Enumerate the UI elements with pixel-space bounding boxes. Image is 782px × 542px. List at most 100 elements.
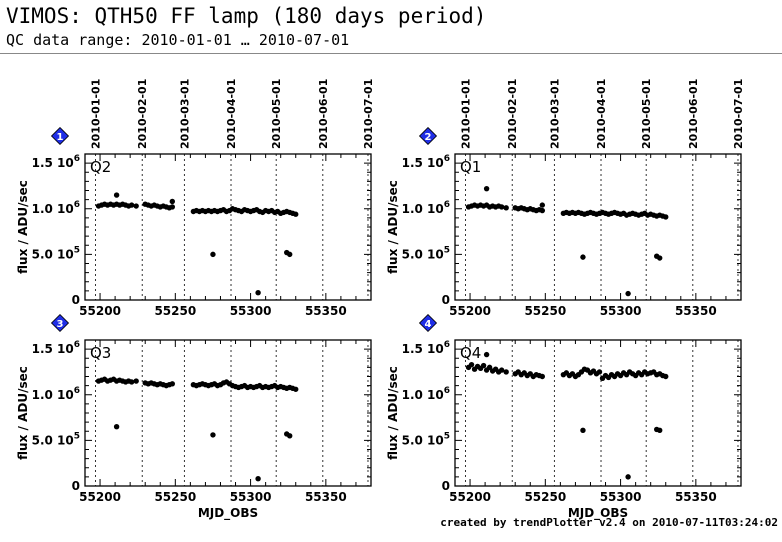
- panel-number-label: 3: [57, 319, 64, 330]
- y-tick-label: 1.5 106: [32, 154, 80, 170]
- y-tick-label: 0: [72, 479, 80, 493]
- y-tick-label: 1.0 106: [402, 386, 450, 402]
- x-tick-label: 55300: [600, 304, 642, 318]
- x-tick-label: 55200: [79, 304, 121, 318]
- data-point: [483, 351, 490, 358]
- y-tick-label: 1.5 106: [402, 340, 450, 356]
- data-point: [580, 254, 586, 260]
- plot-frame: [454, 153, 742, 301]
- data-point: [287, 433, 293, 439]
- panel-q3: 55200 55250 55300 55350 0 5.0 105 1.0 106 1.5 1…: [16, 313, 372, 521]
- y-axis-label: flux / ADU/sec: [16, 366, 30, 460]
- panel-label: Q4: [460, 344, 481, 362]
- date-tick-label: 2010-02-01: [136, 79, 149, 149]
- date-tick-label: 2010-05-01: [640, 79, 653, 149]
- data-point: [503, 205, 509, 211]
- data-point: [293, 386, 299, 392]
- x-tick-label: 55200: [449, 490, 491, 504]
- x-tick-label: 55350: [305, 304, 347, 318]
- y-tick-label: 0: [72, 293, 80, 307]
- panel-number-marker: [50, 126, 70, 146]
- data-point: [133, 378, 139, 384]
- panel-number-label: 1: [57, 132, 64, 143]
- x-tick-label: 55200: [79, 490, 121, 504]
- data-point: [133, 203, 139, 209]
- data-point: [480, 362, 487, 369]
- data-point: [113, 423, 120, 430]
- data-point: [169, 198, 176, 205]
- panel-number-marker: [418, 313, 438, 333]
- y-axis-label: flux / ADU/sec: [386, 180, 400, 274]
- panel-label: Q3: [90, 344, 111, 362]
- date-tick-label: 2010-06-01: [317, 79, 330, 149]
- y-tick-label: 5.0 105: [402, 431, 450, 447]
- data-point: [498, 204, 505, 210]
- date-tick-label: 2010-03-01: [178, 79, 191, 149]
- date-tick-label: 2010-03-01: [548, 79, 561, 149]
- data-point: [210, 432, 216, 438]
- x-axis-label: MJD_OBS: [568, 506, 628, 521]
- date-tick-label: 2010-01-01: [90, 79, 103, 149]
- data-point: [657, 427, 663, 434]
- data-point: [255, 290, 261, 296]
- data-point: [255, 476, 261, 482]
- date-tick-label: 2010-02-01: [506, 79, 519, 149]
- data-point: [169, 381, 176, 387]
- data-point: [539, 373, 546, 380]
- y-tick-label: 1.0 106: [32, 200, 80, 216]
- footer-credit: created by trendPlotter v2.4 on 2010-07-…: [440, 516, 778, 529]
- data-point: [596, 369, 603, 375]
- x-tick-label: 55300: [230, 304, 272, 318]
- data-point: [128, 202, 135, 208]
- y-tick-label: 5.0 105: [402, 245, 450, 261]
- data-point: [169, 204, 176, 210]
- panel-q4: 55200 55250 55300 55350 0 5.0 105 1.0 106 1.5 1…: [386, 313, 742, 521]
- date-tick-label: 2010-04-01: [595, 79, 608, 149]
- y-axis-label: flux / ADU/sec: [16, 180, 30, 274]
- date-tick-label: 2010-07-01: [362, 79, 375, 149]
- x-tick-label: 55300: [600, 490, 642, 504]
- y-tick-label: 5.0 105: [32, 245, 80, 261]
- data-point: [483, 185, 490, 192]
- panel-label: Q1: [460, 158, 481, 176]
- panel-label: Q2: [90, 158, 111, 176]
- x-axis-label: MJD_OBS: [198, 506, 258, 521]
- data-point: [486, 364, 493, 371]
- y-tick-label: 0: [442, 293, 450, 307]
- date-tick-label: 2010-07-01: [732, 79, 745, 149]
- data-point: [113, 192, 120, 198]
- panel-q2: 55200 55250 55300 55350 0 5.0 105 1.0 106 1.5 1…: [16, 79, 375, 318]
- date-tick-label: 2010-05-01: [270, 79, 283, 149]
- data-point: [625, 474, 631, 480]
- data-point: [539, 202, 546, 208]
- data-point: [539, 207, 546, 214]
- y-tick-label: 5.0 105: [32, 431, 80, 447]
- y-axis-label: flux / ADU/sec: [386, 366, 400, 460]
- date-tick-label: 2010-01-01: [460, 79, 473, 149]
- x-tick-label: 55350: [675, 490, 717, 504]
- data-point: [468, 361, 475, 368]
- x-tick-label: 55250: [524, 490, 566, 504]
- y-tick-label: 0: [442, 479, 450, 493]
- panel-number-label: 4: [425, 319, 432, 330]
- data-point: [580, 427, 586, 434]
- y-tick-label: 1.5 106: [32, 340, 80, 356]
- data-point: [503, 369, 509, 375]
- page-title: VIMOS: QTH50 FF lamp (180 days period): [6, 4, 487, 28]
- plot-frame: [84, 339, 372, 487]
- plot-frame: [454, 339, 742, 487]
- data-point: [663, 373, 669, 380]
- plot-frame: [84, 153, 372, 301]
- data-point: [128, 379, 135, 385]
- panel-q1: 55200 55250 55300 55350 0 5.0 105 1.0 106 1.5 1…: [386, 79, 745, 318]
- x-tick-label: 55250: [524, 304, 566, 318]
- x-tick-label: 55350: [675, 304, 717, 318]
- data-point: [210, 251, 216, 258]
- x-tick-label: 55200: [449, 304, 491, 318]
- panel-number-marker: [418, 126, 438, 146]
- x-tick-label: 55250: [154, 304, 196, 318]
- x-tick-label: 55300: [230, 490, 272, 504]
- data-point: [287, 251, 293, 258]
- y-tick-label: 1.0 106: [402, 200, 450, 216]
